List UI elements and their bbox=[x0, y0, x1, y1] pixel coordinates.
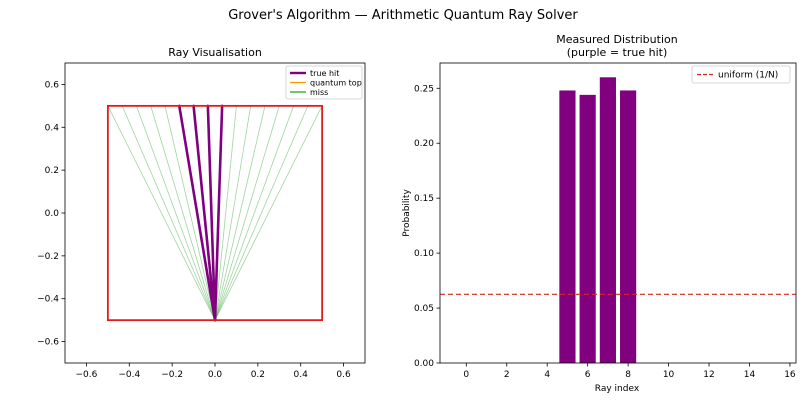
miss-ray bbox=[214, 105, 294, 321]
x-tick-label: −0.2 bbox=[161, 370, 183, 380]
y-tick-label: 0.20 bbox=[414, 139, 434, 149]
miss-ray bbox=[214, 105, 266, 321]
x-tick-label: 4 bbox=[544, 370, 550, 380]
right-x-axis-label: Ray index bbox=[595, 384, 640, 394]
right-y-ticks: 0.00 0.05 0.10 0.15 0.20 0.25 bbox=[414, 84, 440, 369]
y-tick-label: 0.15 bbox=[414, 194, 434, 204]
true-hit-ray bbox=[192, 104, 217, 322]
right-plot-title: Measured Distribution bbox=[556, 33, 677, 46]
ray-lines bbox=[107, 104, 323, 322]
y-tick-label: 0.4 bbox=[45, 123, 60, 133]
true-hit-ray bbox=[206, 104, 217, 322]
x-tick-label: 14 bbox=[744, 370, 756, 380]
left-x-ticks: −0.6 −0.4 −0.2 0.0 0.2 0.4 0.6 bbox=[75, 363, 351, 380]
y-tick-label: 0.25 bbox=[414, 84, 434, 94]
bar bbox=[559, 90, 576, 363]
miss-ray bbox=[214, 105, 309, 321]
y-tick-label: 0.10 bbox=[414, 249, 434, 259]
true-hit-ray bbox=[177, 104, 217, 322]
x-tick-label: 10 bbox=[663, 370, 675, 380]
y-tick-label: 0.0 bbox=[45, 209, 60, 219]
x-tick-label: 0.2 bbox=[251, 370, 265, 380]
right-y-axis-label: Probability bbox=[402, 189, 412, 237]
legend-box bbox=[691, 65, 791, 84]
left-axes-frame bbox=[64, 62, 366, 364]
right-plot-subtitle: (purple = true hit) bbox=[567, 46, 668, 59]
left-panel: Ray Visualisation −0.6 −0.4 −0.2 0.0 0.2 0.4 0… bbox=[37, 46, 366, 380]
miss-ray bbox=[214, 105, 323, 321]
miss-ray bbox=[214, 105, 237, 321]
left-plot-title: Ray Visualisation bbox=[168, 46, 262, 59]
bar bbox=[579, 94, 596, 363]
x-tick-label: 16 bbox=[784, 370, 796, 380]
legend-label: uniform (1/N) bbox=[718, 71, 778, 81]
miss-ray bbox=[214, 105, 252, 321]
probability-bars bbox=[559, 77, 637, 364]
x-tick-label: 0 bbox=[463, 370, 469, 380]
y-tick-label: −0.4 bbox=[37, 295, 59, 305]
miss-ray bbox=[121, 105, 216, 321]
legend-label: true hit bbox=[310, 69, 339, 78]
miss-ray bbox=[164, 105, 216, 321]
x-tick-label: 0.4 bbox=[294, 370, 309, 380]
right-x-ticks: 0 2 4 6 8 10 12 14 16 bbox=[463, 363, 796, 380]
x-tick-label: 6 bbox=[585, 370, 591, 380]
bar bbox=[620, 90, 637, 363]
right-axes-frame bbox=[439, 62, 797, 364]
legend-label: miss bbox=[310, 88, 328, 97]
y-tick-label: 0.00 bbox=[414, 359, 434, 369]
box-outline bbox=[106, 104, 324, 322]
y-tick-label: −0.6 bbox=[37, 338, 59, 348]
x-tick-label: −0.6 bbox=[75, 370, 97, 380]
y-tick-label: −0.2 bbox=[37, 252, 59, 262]
x-tick-label: 0.0 bbox=[208, 370, 223, 380]
y-tick-label: 0.05 bbox=[414, 304, 434, 314]
right-legend: uniform (1/N) bbox=[691, 65, 791, 84]
miss-ray bbox=[107, 105, 216, 321]
y-tick-label: 0.2 bbox=[45, 166, 59, 176]
bar bbox=[599, 77, 616, 364]
legend-box bbox=[285, 65, 363, 100]
x-tick-label: 12 bbox=[703, 370, 714, 380]
y-tick-label: 0.6 bbox=[45, 80, 60, 90]
left-y-ticks: −0.6 −0.4 −0.2 0.0 0.2 0.4 0.6 bbox=[37, 80, 65, 348]
x-tick-label: 0.6 bbox=[336, 370, 351, 380]
figure-suptitle: Grover's Algorithm — Arithmetic Quantum … bbox=[228, 8, 578, 23]
miss-ray bbox=[214, 105, 280, 321]
miss-ray bbox=[150, 105, 216, 321]
legend-label: quantum top bbox=[310, 78, 362, 87]
true-hit-ray bbox=[213, 104, 224, 322]
right-panel: Measured Distribution (purple = true hit… bbox=[402, 33, 797, 394]
miss-ray bbox=[136, 105, 216, 321]
x-tick-label: −0.4 bbox=[118, 370, 140, 380]
x-tick-label: 2 bbox=[504, 370, 510, 380]
bounding-box bbox=[106, 104, 324, 322]
x-tick-label: 8 bbox=[625, 370, 631, 380]
